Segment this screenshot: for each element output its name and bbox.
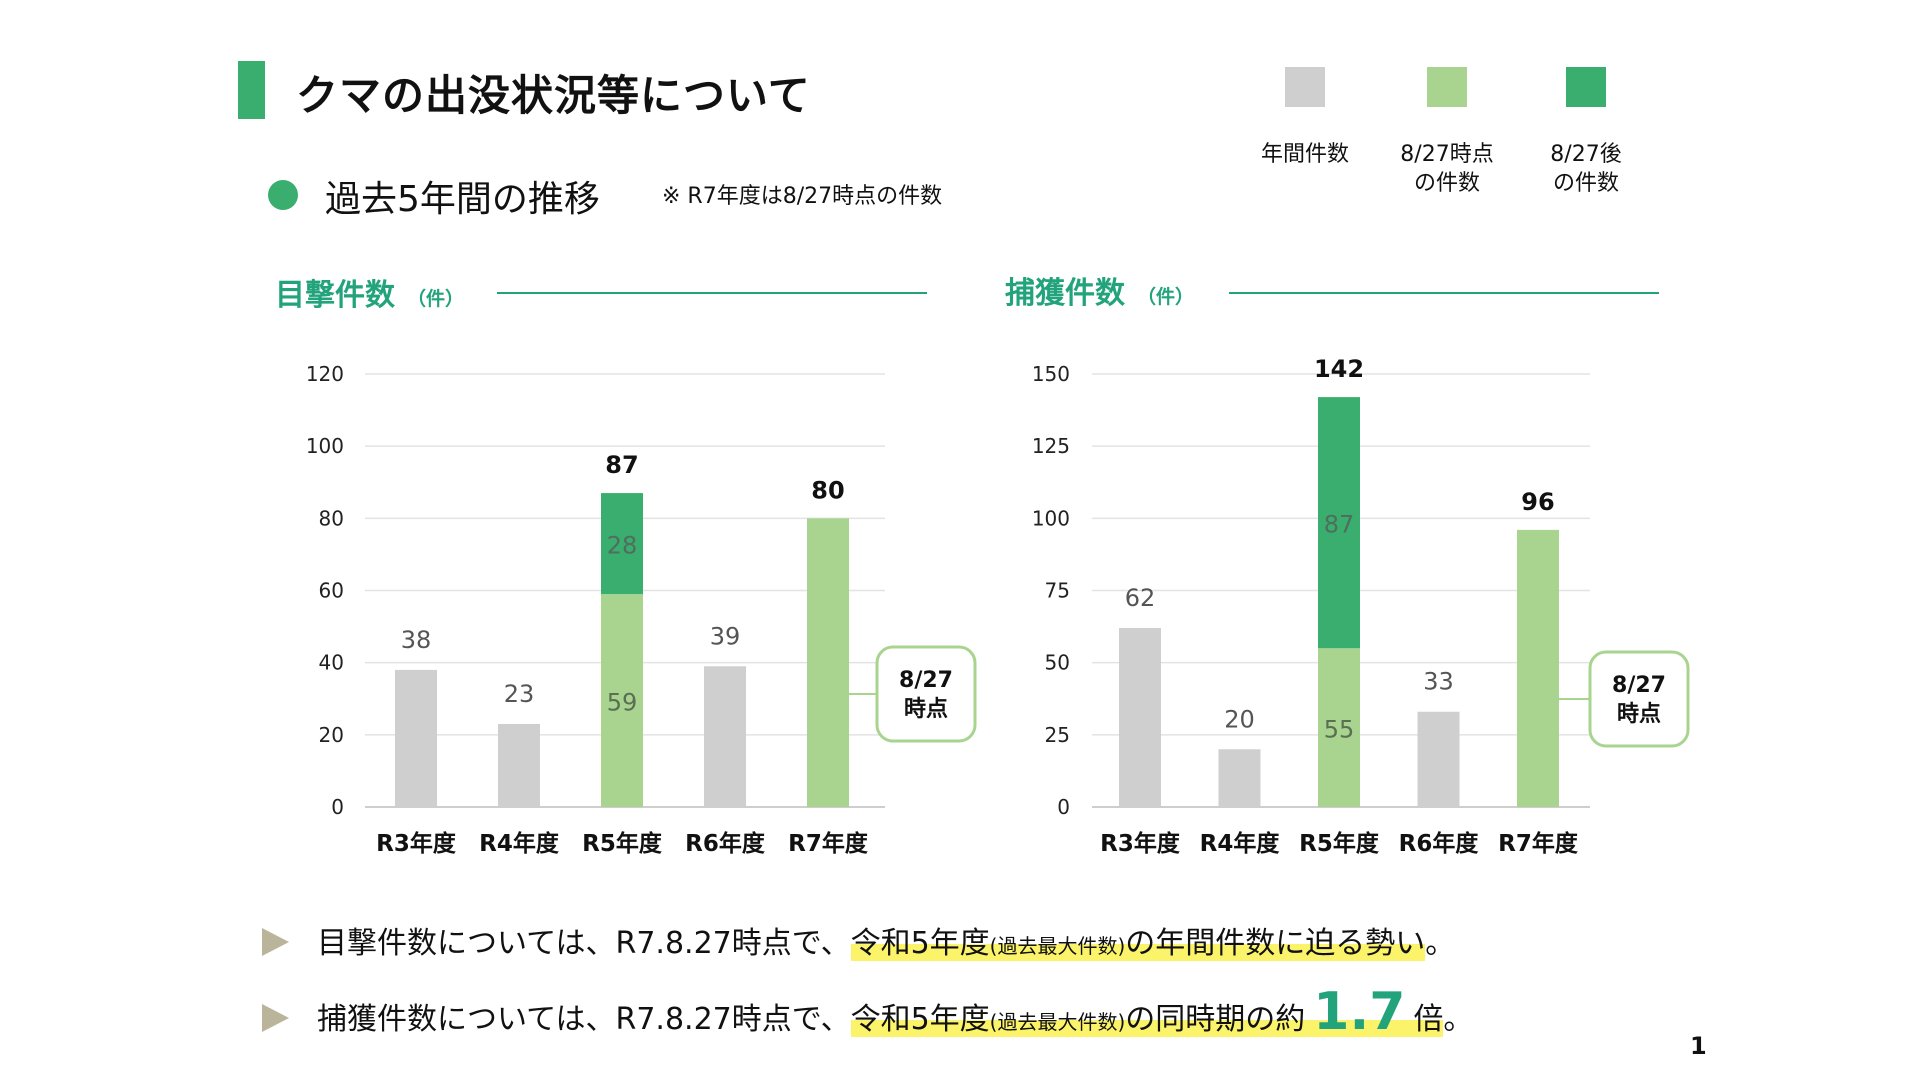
chart0-bar-by-0827 [807,518,849,807]
legend-label-annual: 年間件数 [1260,142,1349,167]
chart1-x-tick-label: R3年度 [1100,830,1181,857]
point-highlight-post: の同時期の約 [1125,1002,1306,1037]
bullet-dot [268,180,298,210]
chart1-x-tick-label: R7年度 [1498,830,1579,857]
chart1-bar-by-0827 [1318,648,1360,807]
chart1-bar-by-0827 [1517,529,1559,807]
page-title: クマの出没状況等について [296,71,811,120]
point-highlight-post: の年間件数に迫る勢い [1125,926,1426,961]
chart1-total-label: 142 [1314,355,1364,383]
legend-swatch-annual [1285,67,1325,107]
chart1-bar-annual [1218,749,1261,807]
chart0-callout-box [875,645,977,743]
chart1-data-label-after-0827: 87 [1324,511,1355,539]
chart1-y-tick-label: 50 [1045,651,1070,675]
chart-unit-captures: （件） [1137,286,1195,308]
chart0-data-label-annual: 23 [504,680,535,708]
chart0-bar-annual [498,724,540,807]
chart0-y-tick-label: 40 [319,651,344,675]
chart1-y-tick-label: 75 [1045,579,1070,603]
chart1-y-tick-label: 150 [1032,362,1070,386]
point-row-sightings: 目撃件数については、R7.8.27時点で、令和5年度(過去最大件数)の年間件数に… [262,918,1455,962]
chart-unit-sightings: （件） [407,288,465,310]
point-text-pre: 目撃件数については、R7.8.27時点で、 [317,926,851,961]
chart1-data-label-annual: 62 [1125,584,1156,612]
triangle-bullet-icon [262,927,289,956]
legend-swatch-by-0827 [1427,67,1467,107]
chart0-x-tick-label: R3年度 [376,830,457,857]
chart-title-sightings: 目撃件数 （件） [275,270,464,314]
point-text-tail: 。 [1443,1002,1474,1037]
chart0-y-tick-label: 80 [319,506,344,530]
chart1-x-tick-label: R5年度 [1299,830,1380,857]
chart-title-captures-text: 捕獲件数 [1005,276,1125,311]
ratio-emphasis: 1.7 [1313,982,1406,1042]
legend-swatch-after-0827 [1566,67,1606,107]
chart1-bar-after-0827 [1318,397,1360,649]
chart0-x-tick-label: R6年度 [685,830,766,857]
chart0-data-label-by-0827: 59 [607,689,638,717]
chart1-callout-label-line2: 時点 [1617,701,1661,727]
legend-label-by-0827: 8/27時点 の件数 [1400,142,1494,196]
chart0-data-label-after-0827: 28 [607,532,638,560]
point-text-pre: 捕獲件数については、R7.8.27時点で、 [317,1002,851,1037]
section-note: ※ R7年度は8/27時点の件数 [662,184,943,209]
chart0-data-label-annual: 39 [710,622,741,650]
chart1-y-tick-label: 25 [1045,723,1070,747]
chart1-data-label-annual: 20 [1224,705,1255,733]
chart0-x-tick-label: R4年度 [479,830,560,857]
triangle-bullet-icon [262,1003,289,1032]
point-highlight-small: (過去最大件数) [989,1010,1126,1034]
chart1-data-label-annual: 33 [1423,668,1454,696]
chart-title-rule-captures [1229,292,1659,294]
chart1-data-label-by-0827: 55 [1324,716,1355,744]
point-highlight-small: (過去最大件数) [989,934,1126,958]
chart-title-captures: 捕獲件数 （件） [1005,268,1194,312]
chart0-y-tick-label: 0 [331,795,344,819]
chart0-total-label: 80 [811,476,844,504]
point-highlight: 令和5年度(過去最大件数)の年間件数に迫る勢い [850,926,1426,961]
point-highlight-main: 令和5年度 [850,1002,990,1037]
chart-title-sightings-text: 目撃件数 [275,278,395,313]
title-accent-bar [238,61,265,119]
chart0-callout-label-line1: 8/27 [899,668,953,693]
point-highlight-main: 令和5年度 [850,926,990,961]
chart0-data-label-annual: 38 [401,626,432,654]
chart0-y-tick-label: 100 [306,434,344,458]
page-number: 1 [1690,1032,1707,1060]
chart0-y-tick-label: 60 [319,579,344,603]
chart1-y-tick-label: 125 [1032,434,1070,458]
chart0-bar-by-0827 [601,594,643,807]
section-subtitle: 過去5年間の推移 [325,179,600,220]
chart1-y-tick-label: 100 [1032,506,1070,530]
point-highlight-post2: 倍 [1413,1002,1444,1037]
chart1-total-label: 96 [1521,488,1554,516]
chart1-bar-annual [1119,628,1161,807]
chart0-y-tick-label: 20 [319,723,344,747]
chart1-y-tick-label: 0 [1057,795,1070,819]
point-text-tail: 。 [1425,926,1456,961]
legend-label-after-0827: 8/27後 の件数 [1550,142,1622,196]
chart0-callout-label-line2: 時点 [904,696,948,722]
chart0-bar-after-0827 [601,493,643,595]
chart-title-rule-sightings [497,292,927,294]
chart0-y-tick-label: 120 [306,362,344,386]
chart0-x-tick-label: R7年度 [788,830,869,857]
point-highlight: 令和5年度(過去最大件数)の同時期の約 1.7 倍 [850,986,1444,1038]
chart1-callout-box [1588,650,1690,748]
chart1-callout-label-line1: 8/27 [1612,673,1666,698]
chart0-bar-annual [395,669,437,807]
chart0-total-label: 87 [605,451,638,479]
chart0-bar-annual [704,666,746,807]
chart0-x-tick-label: R5年度 [582,830,663,857]
point-row-captures: 捕獲件数については、R7.8.27時点で、令和5年度(過去最大件数)の同時期の約… [262,986,1473,1038]
chart1-x-tick-label: R4年度 [1200,830,1281,857]
chart1-bar-annual [1417,711,1460,807]
chart1-x-tick-label: R6年度 [1399,830,1480,857]
